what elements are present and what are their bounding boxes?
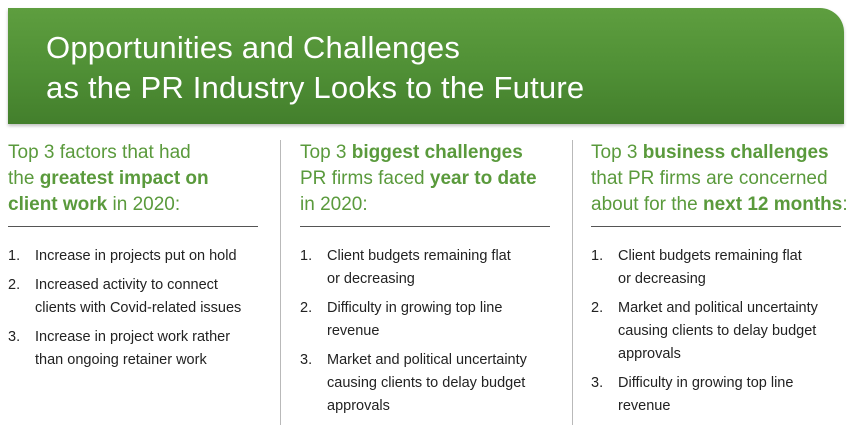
list-item: 3. Increase in project work rather than on… [8,326,264,372]
column-heading: Top 3 business challenges that PR firms a… [591,140,847,218]
list-item: 2. Difficulty in growing top line revenue [300,297,556,343]
heading-line: client work in 2020: [8,192,262,218]
item-list: 1. Increase in projects put on hold 2. Incr… [8,245,264,378]
heading-text: the [8,168,40,189]
list-item-line: approvals [618,346,681,362]
column-divider [572,140,573,425]
title-banner: Opportunities and Challenges as the PR I… [8,8,844,124]
heading-emphasis: biggest challenges [351,142,523,163]
heading-line: the greatest impact on [8,166,262,192]
list-item: 1. Client budgets remaining flat or decrea… [591,245,847,291]
list-item-line: approvals [327,398,390,414]
list-item-text: Client budgets remaining flat or decreasi… [618,245,847,291]
list-item: 2. Increased activity to connect clients w… [8,274,264,320]
column-heading: Top 3 biggest challenges PR firms faced y… [300,140,554,218]
heading-line: PR firms faced year to date [300,166,554,192]
list-item-number: 2. [591,300,604,316]
list-item-text: Market and political uncertainty causing … [327,349,556,418]
list-item: 2. Market and political uncertainty causin… [591,297,847,366]
list-item-line: Market and political uncertainty [327,352,527,368]
column-heading: Top 3 factors that had the greatest impac… [8,140,262,218]
list-item-line: Client budgets remaining flat [327,248,511,264]
column-divider [280,140,281,425]
heading-rule [591,226,841,227]
heading-line: Top 3 factors that had [8,140,262,166]
heading-rule [300,226,550,227]
list-item-number: 2. [8,277,21,293]
list-item-text: Difficulty in growing top line revenue [618,372,847,418]
list-item-number: 3. [591,375,604,391]
list-item-line: than ongoing retainer work [35,352,207,368]
heading-text: PR firms faced [300,168,430,189]
heading-text: in 2020: [300,194,368,215]
heading-text: : [842,194,847,215]
list-item-text: Client budgets remaining flat or decreasi… [327,245,556,291]
list-item-line: Increase in projects put on hold [35,248,237,264]
list-item-line: or decreasing [327,271,415,287]
column-impact-factors: Top 3 factors that had the greatest impac… [8,140,262,427]
list-item-number: 1. [8,248,21,264]
list-item-number: 2. [300,300,313,316]
list-item-line: Client budgets remaining flat [618,248,802,264]
list-item-number: 3. [300,352,313,368]
heading-text: that PR firms are concerned [591,168,828,189]
heading-emphasis: year to date [429,168,537,189]
heading-text: Top 3 factors that had [8,142,191,163]
list-item-line: clients with Covid-related issues [35,300,242,316]
column-business-challenges-next-12-months: Top 3 business challenges that PR firms a… [591,140,847,427]
heading-rule [8,226,258,227]
list-item: 3. Market and political uncertainty causin… [300,349,556,418]
list-item-text: Difficulty in growing top line revenue [327,297,556,343]
heading-text: about for the [591,194,703,215]
list-item-line: revenue [327,323,380,339]
banner-title-line-2: as the PR Industry Looks to the Future [46,70,585,105]
banner-title-line-1: Opportunities and Challenges [46,30,461,65]
heading-emphasis: greatest impact on [39,168,209,189]
list-item-line: Difficulty in growing top line [618,375,794,391]
list-item-line: causing clients to delay budget [618,323,817,339]
heading-line: in 2020: [300,192,554,218]
heading-emphasis: business challenges [642,142,829,163]
list-item: 3. Difficulty in growing top line revenue [591,372,847,418]
heading-text: in 2020: [107,194,181,215]
list-item-text: Market and political uncertainty causing … [618,297,847,366]
list-item-line: Increased activity to connect [35,277,218,293]
list-item-number: 1. [300,248,313,264]
heading-text: Top 3 [300,142,352,163]
item-list: 1. Client budgets remaining flat or decrea… [591,245,847,424]
heading-line: Top 3 business challenges [591,140,845,166]
list-item: 1. Increase in projects put on hold [8,245,264,268]
heading-line: about for the next 12 months: [591,192,847,218]
column-challenges-year-to-date: Top 3 biggest challenges PR firms faced y… [300,140,554,427]
heading-line: that PR firms are concerned [591,166,845,192]
list-item-line: Market and political uncertainty [618,300,818,316]
list-item-number: 1. [591,248,604,264]
list-item-text: Increase in project work rather than ongo… [35,326,264,372]
heading-text: Top 3 [591,142,643,163]
item-list: 1. Client budgets remaining flat or decrea… [300,245,556,424]
heading-line: Top 3 biggest challenges [300,140,554,166]
list-item-line: Difficulty in growing top line [327,300,503,316]
list-item-line: Increase in project work rather [35,329,231,345]
list-item-text: Increase in projects put on hold [35,245,264,268]
heading-emphasis: next 12 months [702,194,843,215]
list-item-line: revenue [618,398,671,414]
list-item: 1. Client budgets remaining flat or decrea… [300,245,556,291]
list-item-number: 3. [8,329,21,345]
list-item-text: Increased activity to connect clients wit… [35,274,264,320]
list-item-line: or decreasing [618,271,706,287]
heading-emphasis: client work [8,194,108,215]
list-item-line: causing clients to delay budget [327,375,526,391]
